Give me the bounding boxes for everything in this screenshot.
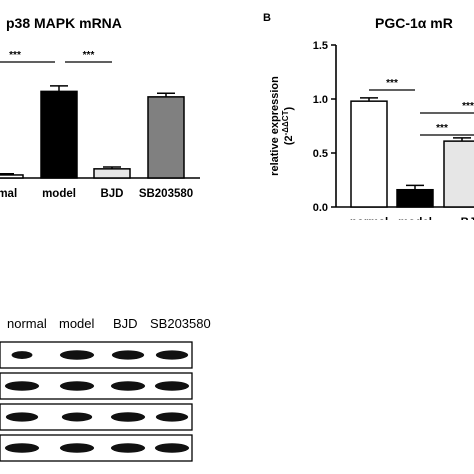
chart-a-bar-bjd bbox=[93, 168, 131, 179]
chart-b-significance-label: *** bbox=[462, 101, 474, 112]
chart-b-significance-label: *** bbox=[436, 123, 448, 134]
chart-b-y-axis-label: relative expression bbox=[269, 76, 281, 176]
chart-b-bar-normal bbox=[350, 100, 388, 208]
panel-letter-b: B bbox=[263, 12, 271, 24]
blot-lane-label-model: model bbox=[59, 316, 95, 331]
blot-band bbox=[155, 350, 189, 360]
chart-b-y-axis-unit: (2-ΔΔCT) bbox=[281, 107, 295, 146]
chart-a-bar-normal bbox=[0, 174, 24, 179]
blot-lane-label-bjd: BJD bbox=[113, 316, 138, 331]
chart-a-bar-sb203580 bbox=[147, 96, 185, 179]
chart-a-tick-label: model bbox=[42, 188, 76, 200]
blot-lane-label-normal: normal bbox=[7, 316, 47, 331]
chart-a-significance-label: *** bbox=[9, 50, 21, 61]
blot-band bbox=[154, 443, 190, 453]
chart-b-bar-bjd bbox=[443, 140, 474, 208]
blot-band bbox=[4, 443, 40, 453]
chart-a-tick-label: SB203580 bbox=[139, 188, 193, 200]
blot-band bbox=[111, 350, 145, 360]
blot-lane-labels: normal model BJD SB203580 bbox=[0, 316, 474, 336]
blot-band bbox=[155, 412, 189, 422]
blot-band bbox=[110, 381, 146, 391]
blot-lane-label-sb203580: SB203580 bbox=[150, 316, 211, 331]
blot-band bbox=[59, 381, 95, 391]
chart-a-tick-label: BJD bbox=[100, 188, 123, 200]
chart-b-plot: 0.0 0.5 1.0 1.5 relative expression(2-ΔΔCT) n… bbox=[269, 40, 474, 220]
chart-a-significance-label: *** bbox=[83, 50, 95, 61]
chart-b-y-tick-label: 1.0 bbox=[313, 94, 328, 106]
chart-b-tick-label: BJ bbox=[461, 217, 474, 220]
blot-band bbox=[154, 381, 190, 391]
chart-a-title: p38 MAPK mRNA bbox=[6, 15, 122, 31]
blot-band bbox=[110, 412, 146, 422]
blot-band bbox=[5, 412, 39, 422]
chart-a-tick-label: rmal bbox=[0, 188, 17, 200]
blot-band bbox=[59, 443, 95, 453]
chart-b-y-tick-label: 0.5 bbox=[313, 148, 328, 160]
chart-b-tick-label: normal bbox=[350, 217, 388, 220]
chart-b-y-tick-label: 0.0 bbox=[313, 202, 328, 214]
chart-b-y-tick-label: 1.5 bbox=[313, 40, 328, 52]
blot-band bbox=[59, 350, 95, 360]
western-blot bbox=[0, 341, 193, 462]
blot-band bbox=[110, 443, 146, 453]
chart-b-title: PGC-1α mR bbox=[375, 15, 453, 31]
chart-a-bar-model bbox=[40, 90, 78, 179]
chart-b-significance-label: *** bbox=[386, 78, 398, 89]
blot-band bbox=[61, 412, 93, 422]
chart-b-tick-label: model bbox=[398, 217, 432, 220]
chart-a-plot: rmal model BJD SB203580 *** *** bbox=[0, 50, 200, 200]
blot-band bbox=[4, 381, 40, 391]
blot-band bbox=[11, 351, 33, 359]
chart-b-bar-model bbox=[396, 188, 434, 208]
